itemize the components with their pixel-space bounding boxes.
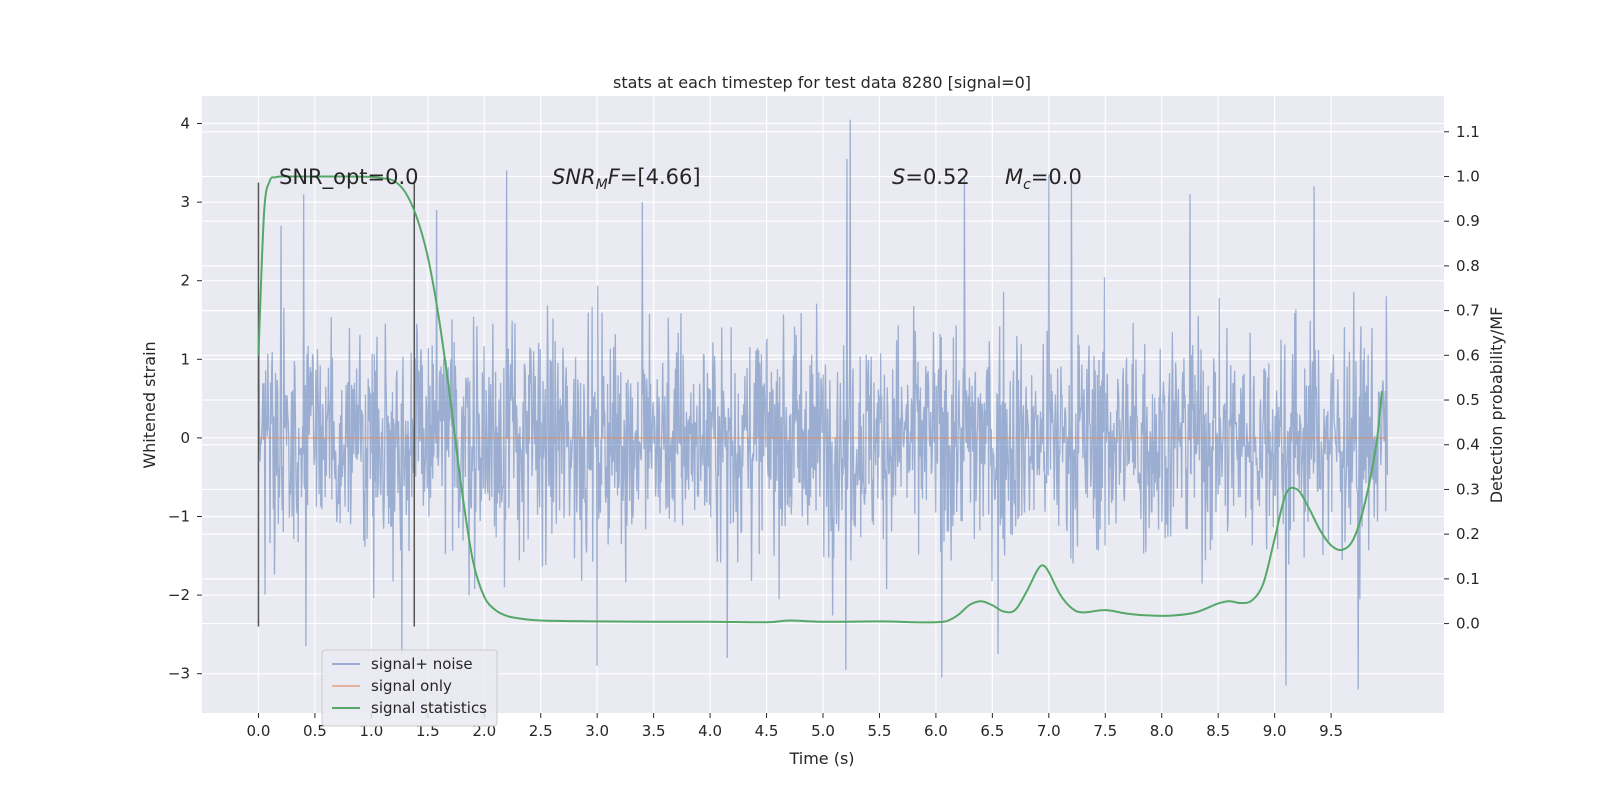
y2-tick-label: 1.1 [1456,123,1480,141]
x-tick-label: 3.5 [642,722,666,740]
x-tick-label: 7.0 [1037,722,1061,740]
annotation-s-value: =0.52 [905,165,969,189]
y2-axis-label: Detection probability/MF [1487,307,1506,504]
x-tick-label: 4.0 [698,722,722,740]
annotation-snr-mf-subscript: M [596,177,608,193]
x-tick-label: 7.5 [1093,722,1117,740]
tick-labels: 0.0 0.5 1.0 1.5 2.0 2.5 3.0 3.5 4.0 4.5 5.0 5.5 6.0 6… [168,115,1480,740]
x-tick-label: 9.5 [1319,722,1343,740]
y-tick-label: 4 [180,115,190,133]
y-tick-label: −3 [168,665,190,683]
x-tick-label: 6.0 [924,722,948,740]
annotation-snr-opt: SNR_opt=0.0 [279,165,419,190]
x-axis-label: Time (s) [788,749,854,768]
x-tick-label: 5.5 [868,722,892,740]
statistics-line [257,175,1383,624]
x-tick-label: 3.0 [585,722,609,740]
annotation-mc: Mc=0.0 [1005,165,1082,193]
y2-tick-label: 1.0 [1456,167,1480,185]
legend-label-signal: signal only [371,677,452,695]
y2-tick-label: 0.5 [1456,391,1480,409]
x-tick-label: 6.5 [980,722,1004,740]
legend-box [321,649,498,727]
x-tick-label: 8.5 [1206,722,1230,740]
y2-tick-label: 0.2 [1456,525,1480,543]
annotation-s: S=0.52 [892,165,970,189]
annotation-snr-mf: SNRMF=[4.66] [552,165,701,193]
y2-tick-label: 0.4 [1456,436,1480,454]
y-tick-label: 0 [180,429,190,447]
legend: signal+ noise signal only signal statist… [321,649,498,727]
y-tick-label: 3 [180,193,190,211]
vertical-markers [257,182,416,627]
y-axis-label: Whitened strain [140,341,159,468]
y-tick-label: −1 [168,508,190,526]
x-tick-label: 5.0 [811,722,835,740]
y2-tick-label: 0.8 [1456,257,1480,275]
x-tick-label: 8.0 [1150,722,1174,740]
y2-tick-label: 0.3 [1456,480,1480,498]
annotation-snr-mf-f: F [608,165,621,189]
x-tick-label: 4.5 [755,722,779,740]
chart-title: stats at each timestep for test data 828… [613,73,1031,92]
statistics-series [257,175,1383,624]
legend-label-statistics: signal statistics [371,699,487,717]
x-tick-label: 0.0 [247,722,271,740]
y2-tick-label: 0.6 [1456,346,1480,364]
annotation-snr-mf-value: =[4.66] [620,165,701,189]
x-tick-label: 0.5 [303,722,327,740]
y2-tick-label: 0.0 [1456,615,1480,633]
y2-tick-label: 0.9 [1456,212,1480,230]
annotation-s-symbol: S [892,165,905,189]
y2-tick-label: 0.1 [1456,570,1480,588]
x-tick-label: 2.5 [529,722,553,740]
annotation-mc-subscript: c [1023,177,1031,193]
y-tick-label: −2 [168,586,190,604]
noise-series [257,119,1389,690]
y-tick-label: 1 [180,350,190,368]
legend-label-noise: signal+ noise [371,655,473,673]
annotation-mc-symbol: M [1005,165,1023,189]
y2-tick-label: 0.7 [1456,302,1480,320]
noise-line [257,119,1389,690]
x-tick-label: 9.0 [1263,722,1287,740]
annotation-snr-mf-symbol: SNR [552,165,596,189]
y-tick-label: 2 [180,272,190,290]
annotation-mc-value: =0.0 [1031,165,1082,189]
